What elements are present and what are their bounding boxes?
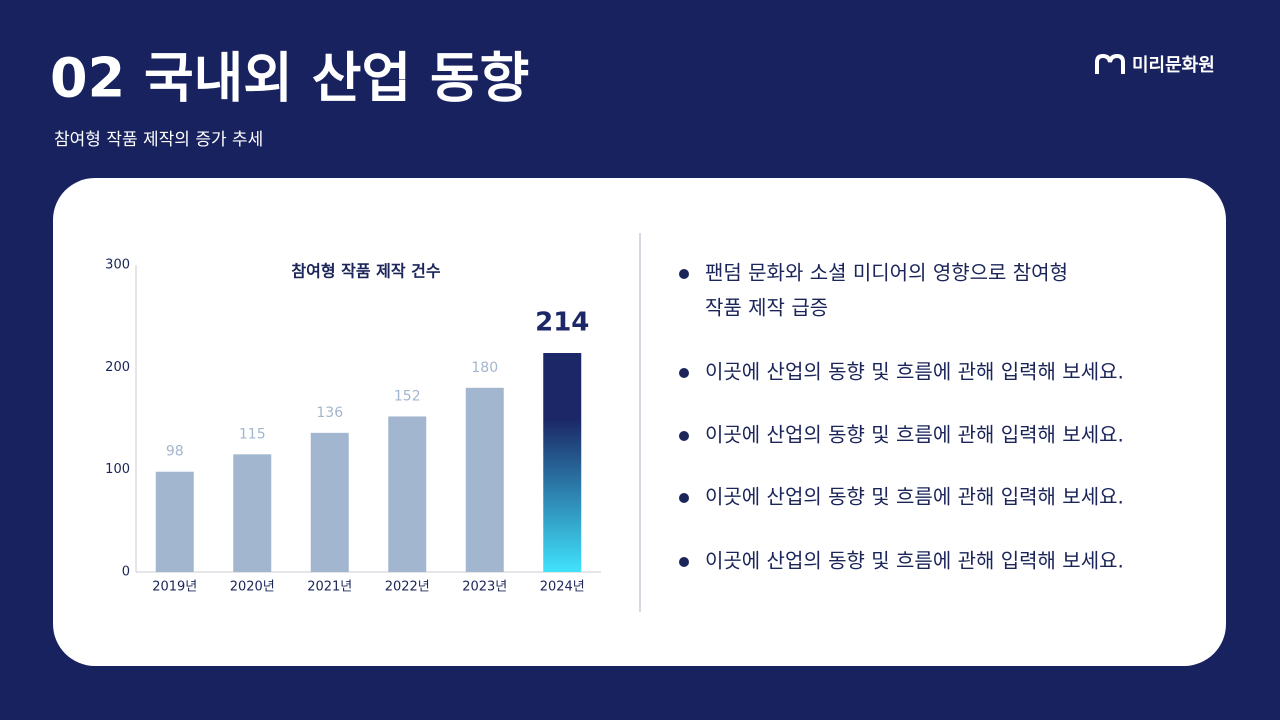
bar [233, 454, 272, 572]
slide-subtitle: 참여형 작품 제작의 증가 추세 [54, 130, 263, 150]
bullet-text: 이곳에 산업의 동향 및 흐름에 관해 입력해 보세요. [705, 549, 1124, 573]
value-label: 136 [316, 405, 343, 421]
logo-text: 미리문화원 [1132, 55, 1215, 76]
bullet-text: 팬덤 문화와 소셜 미디어의 영향으로 참여형 [705, 261, 1068, 285]
bullet-text: 이곳에 산업의 동향 및 흐름에 관해 입력해 보세요. [705, 360, 1124, 384]
bullet-dot [679, 493, 689, 503]
bullet-text: 작품 제작 급증 [705, 296, 828, 320]
bullet-dot [679, 269, 689, 279]
bullet-dot [679, 368, 689, 378]
x-tick-label: 2023년 [462, 580, 507, 595]
value-label: 152 [394, 388, 421, 404]
y-tick-label: 300 [105, 258, 130, 273]
slide-title: 02 국내외 산업 동향 [50, 47, 529, 110]
bullet-text: 이곳에 산업의 동향 및 흐름에 관해 입력해 보세요. [705, 485, 1124, 509]
y-tick-label: 200 [105, 360, 130, 375]
x-tick-label: 2019년 [152, 580, 197, 595]
bullet-text: 이곳에 산업의 동향 및 흐름에 관해 입력해 보세요. [705, 423, 1124, 447]
value-label: 98 [166, 444, 184, 460]
value-label: 214 [535, 308, 589, 338]
logo-icon [1095, 53, 1125, 74]
chart-title: 참여형 작품 제작 건수 [291, 262, 440, 281]
x-tick-label: 2020년 [230, 580, 275, 595]
bar [155, 471, 194, 572]
x-tick-label: 2022년 [385, 580, 430, 595]
bar [388, 416, 427, 572]
value-label: 115 [239, 426, 266, 442]
x-tick-label: 2021년 [307, 580, 352, 595]
bullet-dot [679, 431, 689, 441]
value-label: 180 [471, 360, 498, 376]
bullet-dot [679, 557, 689, 567]
bar [465, 387, 504, 572]
y-tick-label: 100 [105, 462, 130, 477]
x-tick-label: 2024년 [540, 580, 585, 595]
bar [310, 432, 349, 572]
y-tick-label: 0 [122, 565, 130, 580]
bar [543, 353, 582, 572]
